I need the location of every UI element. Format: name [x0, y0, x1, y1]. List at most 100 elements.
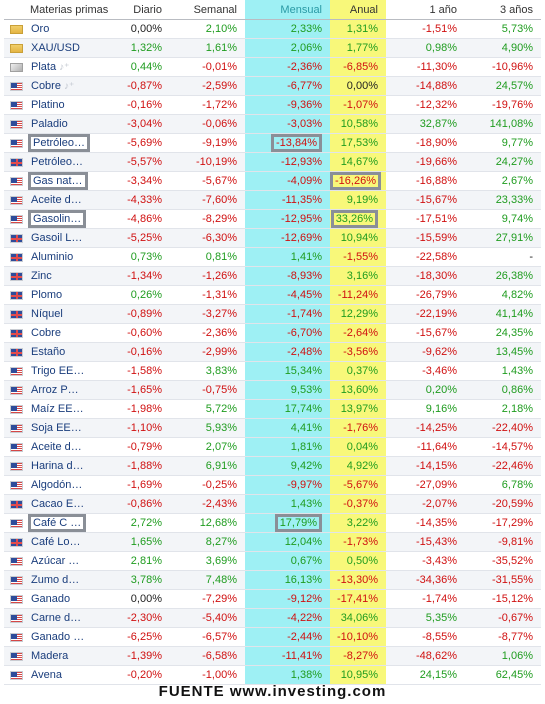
commodity-name-link[interactable]: Harina d… — [31, 460, 84, 472]
commodity-name-link[interactable]: Algodón… — [31, 479, 83, 491]
commodity-name-link[interactable]: Aluminio — [31, 251, 74, 263]
commodity-name-link[interactable]: Maíz EE… — [31, 403, 84, 415]
commodity-name-link[interactable]: Café C … — [28, 514, 87, 532]
table-row[interactable]: Níquel -0,89% -3,27% -1,74% 12,29% -22,19% 41,… — [4, 304, 541, 324]
commodity-name-cell[interactable]: Cobre — [28, 323, 111, 343]
commodity-name-link[interactable]: Plata — [31, 61, 57, 73]
commodity-name-cell[interactable]: Gas nat… — [28, 171, 111, 191]
commodity-name-link[interactable]: Plomo — [31, 289, 63, 301]
table-row[interactable]: Soja EE… -1,10% 5,93% 4,41% -1,76% -14,25% -22… — [4, 418, 541, 438]
header-commodity[interactable]: Materias primas — [4, 0, 111, 20]
table-row[interactable]: Aluminio 0,73% 0,81% 1,41% -1,55% -22,58% - — [4, 247, 541, 267]
commodity-name-cell[interactable]: Café C … — [28, 513, 111, 533]
commodity-name-link[interactable]: Gas nat… — [28, 172, 88, 190]
commodity-name-link[interactable]: Soja EE… — [31, 422, 82, 434]
table-row[interactable]: Plomo 0,26% -1,31% -4,45% -11,24% -26,79% 4,82… — [4, 285, 541, 305]
table-row[interactable]: Cobre ♪⁺ -0,87% -2,59% -6,77% 0,00% -14,88% 24,… — [4, 76, 541, 96]
commodity-name-link[interactable]: Zinc — [31, 270, 52, 282]
commodity-name-cell[interactable]: Aceite d… — [28, 190, 111, 210]
commodity-name-cell[interactable]: Paladio — [28, 114, 111, 134]
commodity-name-cell[interactable]: Aceite d… — [28, 437, 111, 457]
table-row[interactable]: Estaño -0,16% -2,99% -2,48% -3,56% -9,62% 13,4… — [4, 342, 541, 362]
commodity-name-cell[interactable]: Plomo — [28, 285, 111, 305]
commodity-name-cell[interactable]: Ganado … — [28, 627, 111, 647]
commodity-name-cell[interactable]: Plata ♪⁺ — [28, 57, 111, 77]
commodity-name-cell[interactable]: Zinc — [28, 266, 111, 286]
commodity-name-cell[interactable]: Madera — [28, 646, 111, 666]
commodity-name-link[interactable]: Platino — [31, 99, 65, 111]
table-row[interactable]: Azúcar … 2,81% 3,69% 0,67% 0,50% -3,43% -35,52… — [4, 551, 541, 571]
table-row[interactable]: Platino -0,16% -1,72% -9,36% -1,07% -12,32% -1… — [4, 95, 541, 115]
commodity-name-link[interactable]: Azúcar … — [31, 555, 80, 567]
commodity-name-link[interactable]: XAU/USD — [31, 42, 80, 54]
header-daily[interactable]: Diario — [111, 0, 170, 20]
commodity-name-link[interactable]: Zumo d… — [31, 574, 80, 586]
table-row[interactable]: Café C … 2,72% 12,68% 17,79% 3,22% -14,35% -17… — [4, 513, 541, 533]
table-row[interactable]: Avena -0,20% -1,00% 1,38% 10,95% 24,15% 62,45% — [4, 665, 541, 685]
commodity-name-link[interactable]: Oro — [31, 23, 50, 35]
commodity-name-link[interactable]: Avena — [31, 669, 62, 681]
commodity-name-cell[interactable]: Petróleo… — [28, 133, 111, 153]
commodity-name-link[interactable]: Cobre — [31, 327, 61, 339]
commodity-name-cell[interactable]: Maíz EE… — [28, 399, 111, 419]
table-row[interactable]: Zumo d… 3,78% 7,48% 16,13% -13,30% -34,36% -31… — [4, 570, 541, 590]
commodity-name-cell[interactable]: Carne d… — [28, 608, 111, 628]
header-1-year[interactable]: 1 año — [386, 0, 465, 20]
table-row[interactable]: Carne d… -2,30% -5,40% -4,22% 34,06% 5,35% -0,… — [4, 608, 541, 628]
table-row[interactable]: Maíz EE… -1,98% 5,72% 17,74% 13,97% 9,16% 2,18… — [4, 399, 541, 419]
commodity-name-cell[interactable]: Avena — [28, 665, 111, 685]
table-row[interactable]: Paladio -3,04% -0,06% -3,03% 10,58% 32,87% 141… — [4, 114, 541, 134]
table-row[interactable]: Gas nat… -3,34% -5,67% -4,09% -16,26% -16,88%… — [4, 171, 541, 191]
commodity-name-link[interactable]: Petróleo… — [28, 134, 90, 152]
commodity-name-link[interactable]: Cacao E… — [31, 498, 85, 510]
commodity-name-cell[interactable]: Gasolin… — [28, 209, 111, 229]
table-row[interactable]: Gasoil L… -5,25% -6,30% -12,69% 10,94% -15,59… — [4, 228, 541, 248]
table-row[interactable]: Algodón… -1,69% -0,25% -9,97% -5,67% -27,09% 6… — [4, 475, 541, 495]
commodity-name-cell[interactable]: Aluminio — [28, 247, 111, 267]
table-row[interactable]: Oro 0,00% 2,10% 2,33% 1,31% -1,51% 5,73% — [4, 19, 541, 39]
table-row[interactable]: Cacao E… -0,86% -2,43% 1,43% -0,37% -2,07% -20… — [4, 494, 541, 514]
commodity-name-cell[interactable]: Soja EE… — [28, 418, 111, 438]
commodity-name-link[interactable]: Madera — [31, 650, 69, 662]
table-row[interactable]: Plata ♪⁺ 0,44% -0,01% -2,36% -6,85% -11,30% -10… — [4, 57, 541, 77]
commodity-name-link[interactable]: Gasolin… — [28, 210, 87, 228]
commodity-name-cell[interactable]: Petróleo… — [28, 152, 111, 172]
commodity-name-cell[interactable]: Zumo d… — [28, 570, 111, 590]
table-row[interactable]: Harina d… -1,88% 6,91% 9,42% 4,92% -14,15% -22… — [4, 456, 541, 476]
add-alert-icon[interactable]: ♪⁺ — [59, 62, 70, 73]
commodity-name-cell[interactable]: XAU/USD — [28, 38, 111, 58]
table-row[interactable]: Ganado … -6,25% -6,57% -2,44% -10,10% -8,55% -… — [4, 627, 541, 647]
table-row[interactable]: Aceite d… -0,79% 2,07% 1,81% 0,04% -11,64% -14… — [4, 437, 541, 457]
commodity-name-link[interactable]: Estaño — [31, 346, 66, 358]
commodity-name-link[interactable]: Arroz P… — [31, 384, 79, 396]
commodity-name-cell[interactable]: Níquel — [28, 304, 111, 324]
commodity-name-link[interactable]: Gasoil L… — [31, 232, 83, 244]
table-row[interactable]: XAU/USD 1,32% 1,61% 2,06% 1,77% 0,98% 4,90% — [4, 38, 541, 58]
commodity-name-cell[interactable]: Cacao E… — [28, 494, 111, 514]
table-row[interactable]: Aceite d… -4,33% -7,60% -11,35% 9,19% -15,67%… — [4, 190, 541, 210]
table-row[interactable]: Café Lo… 1,65% 8,27% 12,04% -1,73% -15,43% -9,… — [4, 532, 541, 552]
commodity-name-link[interactable]: Ganado … — [31, 631, 85, 643]
commodity-name-cell[interactable]: Oro — [28, 19, 111, 39]
commodity-name-link[interactable]: Café Lo… — [31, 536, 81, 548]
commodity-name-link[interactable]: Paladio — [31, 118, 68, 130]
table-row[interactable]: Gasolin… -4,86% -8,29% -12,95% 33,26% -17,51%… — [4, 209, 541, 229]
table-row[interactable]: Madera -1,39% -6,58% -11,41% -8,27% -48,62% 1,… — [4, 646, 541, 666]
table-row[interactable]: Petróleo… -5,69% -9,19% -13,84% 17,53% -18,90… — [4, 133, 541, 153]
commodity-name-cell[interactable]: Harina d… — [28, 456, 111, 476]
header-weekly[interactable]: Semanal — [170, 0, 245, 20]
table-row[interactable]: Trigo EE… -1,58% 3,83% 15,34% 0,37% -3,46% 1,4… — [4, 361, 541, 381]
commodity-name-cell[interactable]: Café Lo… — [28, 532, 111, 552]
header-3-years[interactable]: 3 años — [465, 0, 541, 20]
commodity-name-cell[interactable]: Azúcar … — [28, 551, 111, 571]
table-row[interactable]: Ganado 0,00% -7,29% -9,12% -17,41% -1,74% -15,… — [4, 589, 541, 609]
commodity-name-link[interactable]: Níquel — [31, 308, 63, 320]
commodity-name-cell[interactable]: Ganado — [28, 589, 111, 609]
commodity-name-link[interactable]: Ganado — [31, 593, 71, 605]
table-row[interactable]: Petróleo… -5,57% -10,19% -12,93% 14,67% -19,6… — [4, 152, 541, 172]
commodity-name-cell[interactable]: Arroz P… — [28, 380, 111, 400]
header-monthly[interactable]: Mensual — [245, 0, 330, 20]
table-row[interactable]: Arroz P… -1,65% -0,75% 9,53% 13,60% 0,20% 0,86… — [4, 380, 541, 400]
commodity-name-link[interactable]: Aceite d… — [31, 441, 82, 453]
commodity-name-cell[interactable]: Estaño — [28, 342, 111, 362]
